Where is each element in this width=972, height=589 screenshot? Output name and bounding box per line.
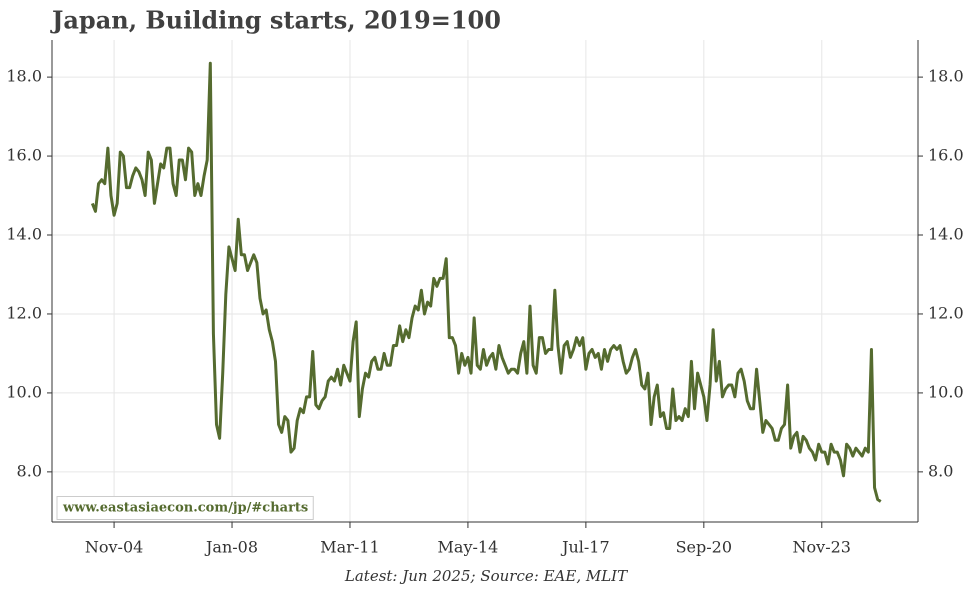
source-note: Latest: Jun 2025; Source: EAE, MLIT	[344, 567, 628, 585]
y2-tick-label: 10.0	[928, 382, 964, 401]
y-tick-label: 18.0	[6, 67, 42, 86]
watermark-box	[56, 496, 314, 520]
y2-tick-label: 14.0	[928, 225, 964, 244]
x-tick-label: Nov-23	[793, 538, 851, 557]
y2-tick-label: 12.0	[928, 303, 964, 322]
y-tick-label: 8.0	[17, 461, 42, 480]
x-tick-label: Mar-11	[320, 538, 379, 557]
x-tick-label: May-14	[438, 538, 499, 557]
y-tick-label: 10.0	[6, 382, 42, 401]
y2-tick-label: 16.0	[928, 146, 964, 165]
watermark: www.eastasiaecon.com/jp/#charts	[56, 496, 314, 520]
y-tick-label: 14.0	[6, 225, 42, 244]
y2-tick-label: 8.0	[928, 461, 953, 480]
y-tick-label: 16.0	[6, 146, 42, 165]
y-tick-label: 12.0	[6, 303, 42, 322]
x-tick-label: Jan-08	[204, 538, 258, 557]
series-line	[90, 61, 882, 503]
y2-tick-label: 18.0	[928, 67, 964, 86]
chart-title: Japan, Building starts, 2019=100	[50, 6, 501, 35]
x-tick-label: Sep-20	[676, 538, 732, 557]
watermark-text: www.eastasiaecon.com/jp/#charts	[62, 501, 308, 516]
x-tick-label: Jul-17	[560, 538, 610, 557]
x-tick-label: Nov-04	[85, 538, 143, 557]
